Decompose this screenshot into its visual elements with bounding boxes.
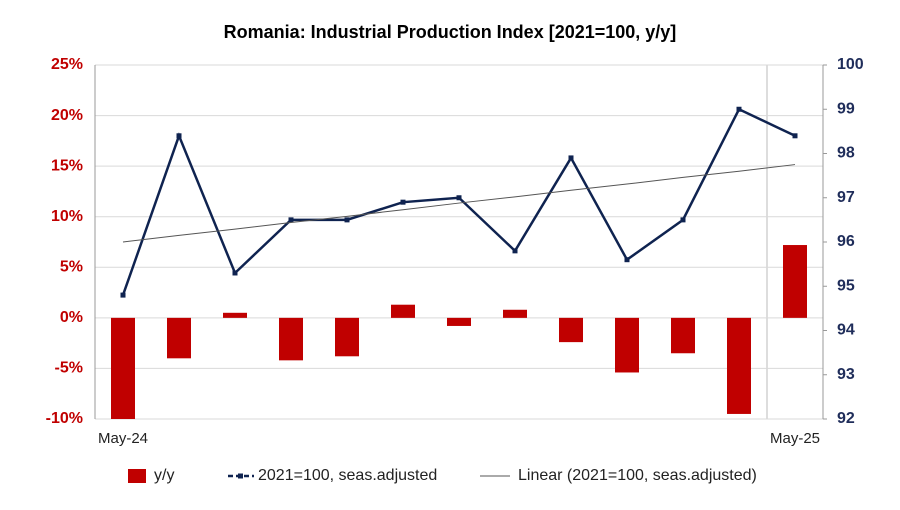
bar [111, 317, 135, 419]
legend-label: 2021=100, seas.adjusted [258, 467, 437, 484]
bar [727, 317, 751, 414]
x-tick-label: May-24 [98, 430, 148, 447]
y2-tick-label: 92 [837, 410, 855, 427]
marker [232, 270, 238, 276]
marker [456, 195, 462, 201]
marker [344, 217, 350, 223]
marker [176, 133, 182, 139]
y-tick-label: -5% [55, 360, 83, 377]
bar [671, 317, 695, 354]
bar [559, 317, 583, 343]
marker [120, 292, 126, 298]
y-tick-label: 5% [60, 259, 83, 276]
marker [680, 217, 686, 223]
y-tick-label: -10% [46, 410, 83, 427]
chart-title: Romania: Industrial Production Index [20… [224, 22, 677, 42]
y2-tick-label: 95 [837, 277, 855, 294]
y2-tick-label: 94 [837, 322, 855, 339]
bar [167, 317, 191, 359]
y2-tick-label: 93 [837, 366, 855, 383]
y2-tick-label: 99 [837, 100, 855, 117]
marker [288, 217, 294, 223]
y-tick-label: 15% [51, 157, 83, 174]
trend-line [122, 164, 796, 243]
bar [783, 245, 807, 318]
bar [503, 309, 527, 318]
marker [792, 133, 798, 139]
y2-tick-label: 100 [837, 56, 864, 73]
y2-tick-label: 98 [837, 145, 855, 162]
marker [624, 257, 630, 263]
y2-tick-label: 97 [837, 189, 855, 206]
legend-swatch [238, 473, 243, 479]
y-tick-label: 0% [60, 309, 83, 326]
y-tick-label: 25% [51, 56, 83, 73]
marker [400, 199, 406, 205]
bar [223, 312, 247, 318]
marker [512, 248, 518, 254]
y2-tick-label: 96 [837, 233, 855, 250]
legend-label: Linear (2021=100, seas.adjusted) [518, 467, 757, 484]
marker [736, 106, 742, 112]
bar [615, 317, 639, 373]
marker [568, 155, 574, 161]
bar [335, 317, 359, 357]
legend-swatch [128, 469, 146, 483]
x-tick-label: May-25 [770, 430, 820, 447]
y-tick-label: 20% [51, 107, 83, 124]
y-tick-label: 10% [51, 208, 83, 225]
bar [391, 304, 415, 318]
bar [447, 317, 471, 326]
legend-label: y/y [154, 467, 174, 484]
bar [279, 317, 303, 361]
